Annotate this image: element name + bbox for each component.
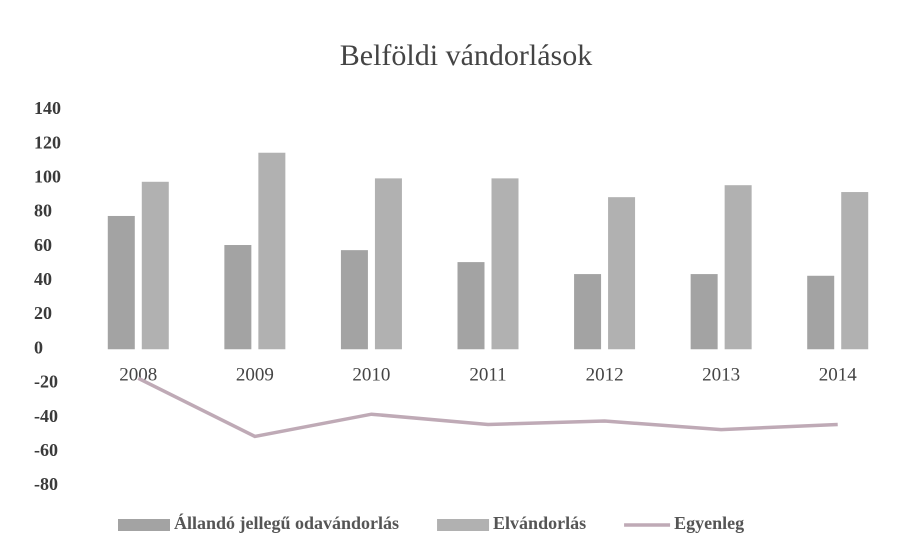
y-tick-label: 140 bbox=[34, 98, 61, 118]
y-tick-label: 40 bbox=[34, 269, 52, 289]
line-series bbox=[137, 376, 838, 439]
x-tick-label: 2009 bbox=[236, 365, 274, 386]
y-tick-label: 120 bbox=[34, 132, 61, 152]
bar bbox=[457, 262, 485, 350]
x-tick-label: 2014 bbox=[819, 365, 858, 386]
y-tick-label: 80 bbox=[34, 201, 52, 221]
x-tick-label: 2008 bbox=[119, 365, 157, 386]
bar bbox=[340, 250, 368, 350]
legend-swatch bbox=[118, 519, 170, 531]
x-tick-label: 2010 bbox=[352, 365, 390, 386]
y-tick-label: 0 bbox=[34, 337, 43, 357]
x-tick-label: 2011 bbox=[469, 365, 506, 386]
bar bbox=[841, 192, 869, 350]
y-tick-label: 100 bbox=[34, 166, 61, 186]
bar bbox=[224, 245, 252, 350]
legend-swatch bbox=[437, 519, 490, 531]
bar bbox=[141, 181, 169, 350]
chart-title: Belföldi vándorlások bbox=[340, 39, 592, 72]
bar bbox=[491, 178, 519, 350]
bar bbox=[574, 274, 602, 350]
legend-label: Elvándorlás bbox=[493, 513, 586, 533]
y-tick-label: -60 bbox=[34, 440, 58, 460]
bar bbox=[807, 275, 835, 350]
y-tick-label: -20 bbox=[34, 372, 58, 392]
x-tick-label: 2012 bbox=[586, 365, 624, 386]
bar bbox=[608, 197, 636, 350]
y-tick-label: 20 bbox=[34, 303, 52, 323]
bar bbox=[690, 274, 718, 350]
bar bbox=[374, 178, 402, 350]
y-tick-label: 60 bbox=[34, 235, 52, 255]
bar bbox=[724, 185, 752, 350]
bar bbox=[107, 215, 135, 350]
bar bbox=[258, 152, 286, 350]
y-tick-label: -80 bbox=[34, 474, 58, 494]
x-tick-label: 2013 bbox=[702, 365, 740, 386]
y-tick-label: -40 bbox=[34, 406, 58, 426]
legend-label: Állandó jellegű odavándorlás bbox=[174, 512, 399, 533]
legend-label: Egyenleg bbox=[674, 513, 744, 533]
